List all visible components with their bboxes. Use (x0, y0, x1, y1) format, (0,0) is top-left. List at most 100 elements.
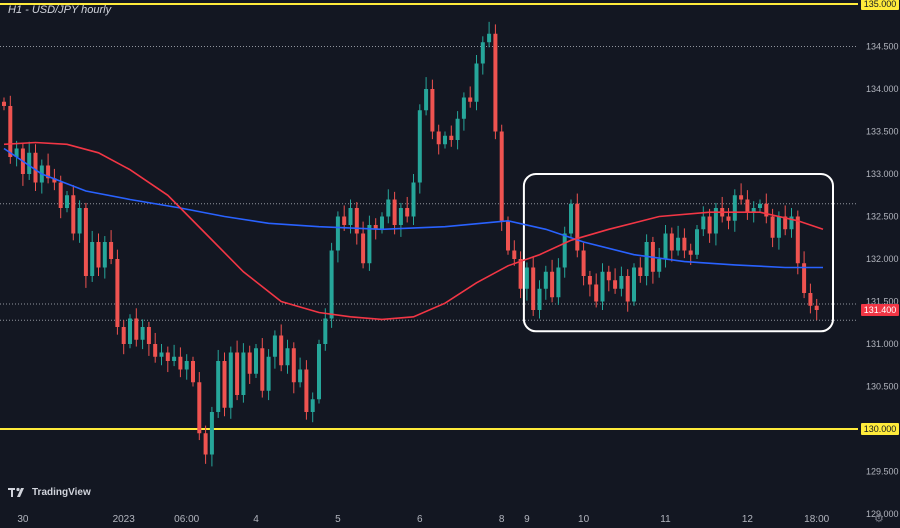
candle-body-129 (814, 305, 819, 310)
candle-body-21 (134, 318, 139, 340)
candle-body-14 (90, 242, 95, 276)
chart-title: H1 - USD/JPY hourly (8, 4, 112, 16)
candle-body-65 (411, 182, 416, 217)
candle-body-13 (83, 208, 88, 276)
candle-body-27 (172, 356, 177, 361)
y-tick-label-4: 131.000 (866, 339, 899, 349)
candle-body-66 (417, 110, 422, 183)
x-tick-label-10: 12 (742, 514, 754, 525)
candle-body-64 (405, 208, 410, 217)
candle-body-57 (361, 233, 366, 264)
candle-body-36 (228, 352, 233, 408)
candle-body-9 (58, 182, 63, 208)
candle-body-95 (600, 271, 605, 302)
candle-body-85 (537, 288, 542, 310)
x-tick-label-5: 6 (417, 514, 423, 525)
candle-body-124 (783, 216, 788, 230)
candle-body-106 (669, 233, 674, 251)
candle-body-87 (550, 271, 555, 298)
candle-body-60 (380, 216, 384, 230)
candle-body-108 (682, 237, 687, 251)
candle-body-41 (260, 348, 265, 391)
candle-body-73 (461, 97, 466, 119)
candle-body-30 (191, 361, 195, 383)
candle-body-76 (480, 42, 485, 64)
candle-body-68 (430, 89, 435, 132)
price-badges: 135.000 130.000 131.400 (861, 0, 899, 435)
candle-body-96 (606, 271, 611, 281)
candle-body-78 (493, 33, 498, 132)
candle-body-81 (512, 250, 517, 259)
candle-body-118 (745, 199, 750, 213)
candle-body-39 (247, 352, 252, 374)
candle-body-45 (285, 348, 290, 366)
candle-body-93 (587, 276, 592, 285)
candle-body-99 (625, 276, 630, 302)
candle-body-53 (335, 216, 340, 251)
ma-fast-line (3, 147, 823, 269)
candle-body-38 (241, 352, 246, 395)
candle-body-25 (159, 352, 164, 357)
y-tick-label-5: 131.500 (866, 297, 899, 307)
candle-body-116 (732, 195, 737, 221)
candle-body-84 (531, 267, 536, 310)
candle-body-75 (474, 63, 479, 102)
candle-body-44 (279, 335, 284, 366)
level-badge-0 (861, 0, 899, 10)
candle-body-24 (153, 344, 158, 357)
x-tick-label-1: 2023 (113, 514, 136, 525)
candle-body-42 (266, 356, 271, 391)
consolidation-box (522, 173, 835, 333)
candle-body-92 (581, 250, 586, 276)
candle-body-17 (109, 242, 114, 259)
candle-body-117 (739, 195, 744, 200)
horizontal-levels (0, 3, 858, 430)
tradingview-logo[interactable]: TradingView (8, 487, 91, 498)
candle-body-56 (354, 208, 359, 234)
candle-body-82 (518, 259, 523, 289)
candle-body-47 (298, 369, 303, 383)
candle-body-23 (146, 327, 151, 344)
candle-body-63 (398, 208, 403, 225)
candle-body-15 (96, 242, 101, 268)
candle-body-86 (543, 271, 548, 289)
candle-body-35 (222, 361, 227, 408)
candle-body-119 (751, 208, 756, 213)
candle-body-20 (128, 318, 132, 344)
candle-body-62 (392, 199, 397, 225)
candle-body-72 (455, 118, 460, 140)
candle-body-77 (487, 33, 492, 43)
x-tick-label-4: 5 (335, 514, 341, 525)
candle-body-43 (272, 335, 277, 357)
candle-body-8 (52, 178, 57, 183)
y-tick-label-1: 129.500 (866, 467, 899, 477)
candle-body-59 (373, 225, 378, 230)
gear-icon[interactable]: ⚙ (874, 513, 884, 525)
candle-body-88 (556, 267, 561, 298)
candle-body-51 (323, 318, 328, 344)
candle-body-125 (789, 216, 794, 230)
candle-body-122 (770, 216, 775, 238)
candle-body-12 (77, 208, 82, 234)
candle-body-26 (165, 352, 170, 361)
candle-body-94 (594, 284, 599, 302)
candle-body-16 (102, 242, 107, 268)
y-tick-label-8: 133.000 (866, 169, 899, 179)
candle-body-104 (657, 259, 662, 272)
candle-body-115 (726, 216, 731, 221)
x-tick-label-11: 18:00 (804, 514, 829, 525)
candle-body-126 (795, 216, 800, 264)
candle-body-34 (216, 361, 221, 412)
candle-body-55 (348, 208, 353, 225)
candle-body-70 (443, 135, 447, 145)
candle-body-105 (663, 233, 668, 259)
candle-body-113 (713, 208, 718, 234)
candle-body-101 (638, 267, 643, 276)
candle-body-100 (632, 267, 636, 302)
time-axis[interactable]: 30 2023 06:00 4 5 6 8 9 10 11 12 18:00 (17, 514, 829, 525)
candle-body-58 (367, 225, 372, 264)
moving-averages (3, 141, 824, 321)
candle-body-29 (184, 361, 189, 370)
